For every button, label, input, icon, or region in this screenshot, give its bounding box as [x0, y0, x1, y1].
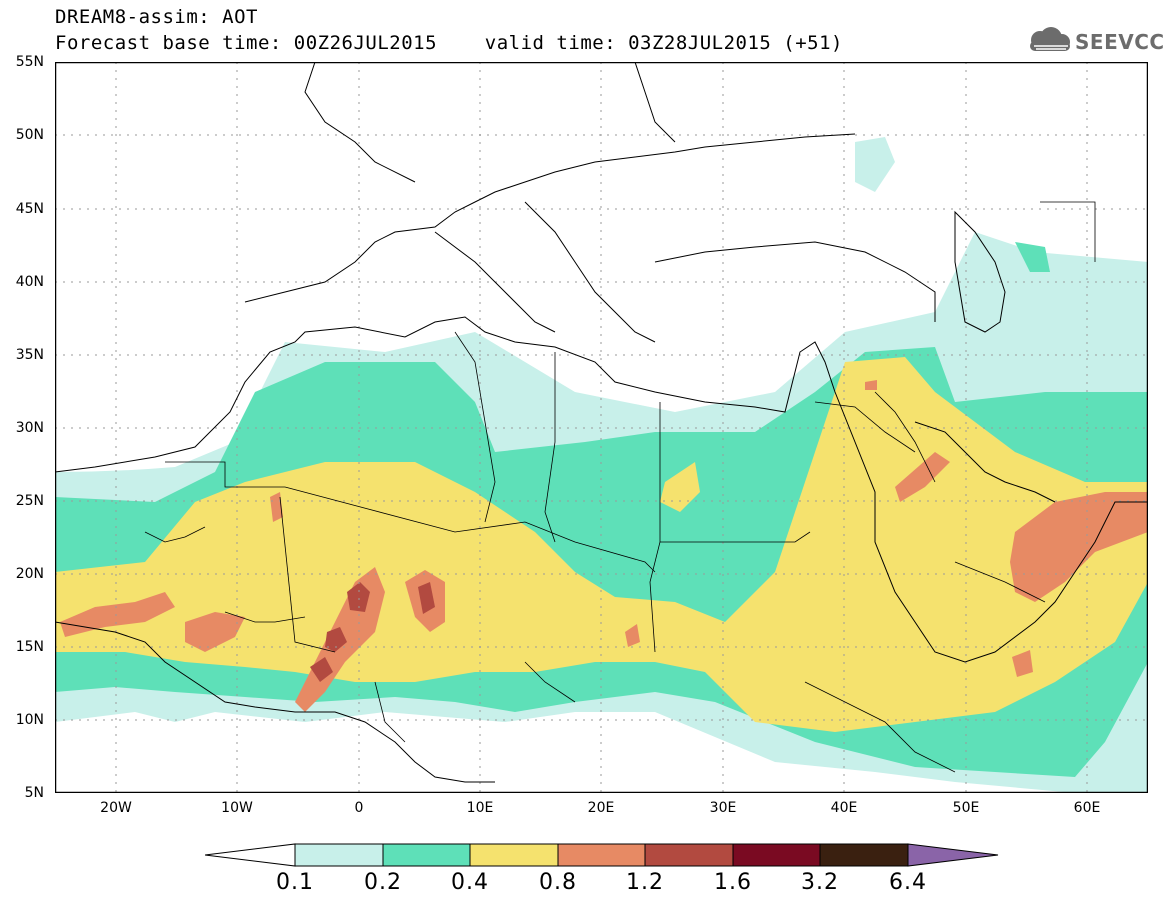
colorbar-max-arrow	[907, 843, 999, 867]
colorbar-label: 6.4	[889, 870, 927, 895]
graticule	[55, 62, 1148, 793]
colorbar-min-arrow	[205, 843, 296, 867]
aot-band-1-2	[310, 582, 435, 682]
lat-label: 30N	[15, 420, 44, 436]
coastlines	[55, 62, 1148, 783]
lon-label: 20W	[100, 800, 132, 816]
colorbar-segment	[819, 843, 909, 867]
borders	[144, 201, 1096, 773]
colorbar-segment	[732, 843, 821, 867]
chart-title: DREAM8-assim: AOT	[55, 6, 258, 28]
colorbar-segment	[382, 843, 471, 867]
lat-label: 35N	[15, 347, 44, 363]
colorbar-label: 1.2	[626, 870, 664, 895]
colorbar-label: 0.4	[451, 870, 489, 895]
lat-label: 5N	[24, 785, 44, 801]
aot-map	[55, 62, 1148, 793]
colorbar-label: 3.2	[801, 870, 839, 895]
lon-label: 50E	[952, 800, 980, 816]
colorbar-label: 1.6	[714, 870, 752, 895]
colorbar-label: 0.2	[364, 870, 402, 895]
lat-label: 10N	[15, 712, 44, 728]
lat-label: 15N	[15, 639, 44, 655]
lat-label: 50N	[15, 127, 44, 143]
lon-label: 60E	[1073, 800, 1101, 816]
lon-label: 10W	[221, 800, 253, 816]
lon-label: 20E	[587, 800, 615, 816]
lat-label: 20N	[15, 566, 44, 582]
lat-label: 45N	[15, 201, 44, 217]
lon-label: 40E	[830, 800, 858, 816]
colorbar-segment	[469, 843, 559, 867]
colorbar-segment	[294, 843, 384, 867]
lon-label: 10E	[466, 800, 494, 816]
colorbar-label: 0.8	[539, 870, 577, 895]
colorbar-label: 0.1	[276, 870, 314, 895]
cloud-icon	[1030, 27, 1070, 51]
lon-label: 30E	[709, 800, 737, 816]
lat-label: 40N	[15, 274, 44, 290]
lon-label: 0	[354, 800, 364, 816]
seevccc-logo	[1030, 27, 1070, 51]
logo-text: SEEVCCC	[1075, 30, 1165, 54]
colorbar-segment	[557, 843, 646, 867]
forecast-time-line: Forecast base time: 00Z26JUL2015 valid t…	[55, 32, 843, 54]
colorbar	[205, 843, 999, 867]
colorbar-segment	[644, 843, 734, 867]
lat-label: 25N	[15, 493, 44, 509]
lat-label: 55N	[15, 54, 44, 70]
